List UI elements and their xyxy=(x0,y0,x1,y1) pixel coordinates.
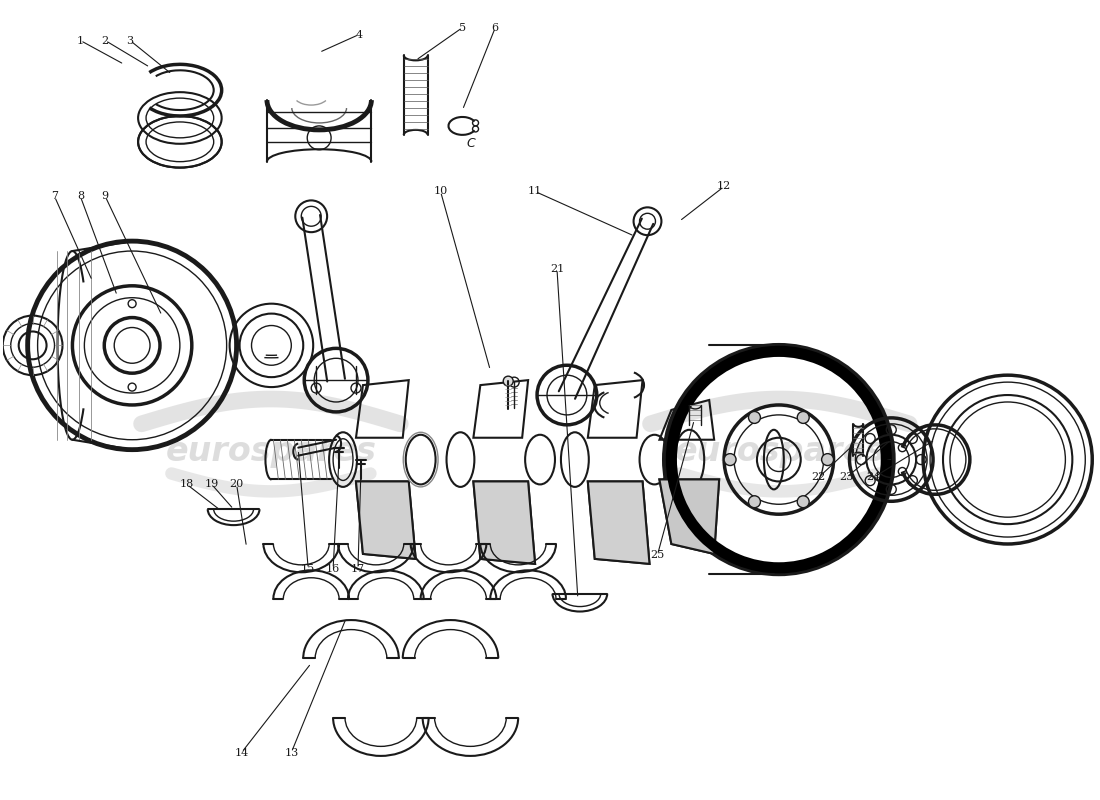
Text: 18: 18 xyxy=(179,479,194,490)
Text: 17: 17 xyxy=(351,564,365,574)
Polygon shape xyxy=(473,482,535,564)
Text: eurospares: eurospares xyxy=(674,435,886,468)
Text: 3: 3 xyxy=(126,35,134,46)
Text: eurospares: eurospares xyxy=(165,435,376,468)
Text: 10: 10 xyxy=(433,186,448,197)
Circle shape xyxy=(822,454,834,466)
Text: 25: 25 xyxy=(650,550,664,560)
Text: 11: 11 xyxy=(528,186,542,197)
Text: 15: 15 xyxy=(301,564,316,574)
Circle shape xyxy=(748,496,760,508)
Text: 5: 5 xyxy=(459,22,466,33)
Text: 22: 22 xyxy=(812,473,826,482)
Circle shape xyxy=(798,411,810,423)
Circle shape xyxy=(503,376,514,386)
Polygon shape xyxy=(659,479,719,554)
Polygon shape xyxy=(356,482,416,559)
Circle shape xyxy=(798,496,810,508)
Text: 9: 9 xyxy=(101,191,109,202)
Text: 19: 19 xyxy=(205,479,219,490)
Text: 14: 14 xyxy=(234,747,249,758)
Text: 8: 8 xyxy=(77,191,84,202)
Text: 21: 21 xyxy=(550,264,564,274)
Text: 4: 4 xyxy=(355,30,363,39)
Polygon shape xyxy=(587,482,649,564)
Text: C: C xyxy=(466,138,475,150)
Text: 7: 7 xyxy=(51,191,58,202)
Circle shape xyxy=(724,454,736,466)
Text: 6: 6 xyxy=(492,22,498,33)
Text: 20: 20 xyxy=(230,479,244,490)
Text: 2: 2 xyxy=(101,35,109,46)
Text: 16: 16 xyxy=(326,564,340,574)
Text: 13: 13 xyxy=(284,747,298,758)
Text: 24: 24 xyxy=(866,473,880,482)
Text: 23: 23 xyxy=(839,473,854,482)
Circle shape xyxy=(748,411,760,423)
Text: 12: 12 xyxy=(717,182,732,191)
Text: 1: 1 xyxy=(77,35,84,46)
